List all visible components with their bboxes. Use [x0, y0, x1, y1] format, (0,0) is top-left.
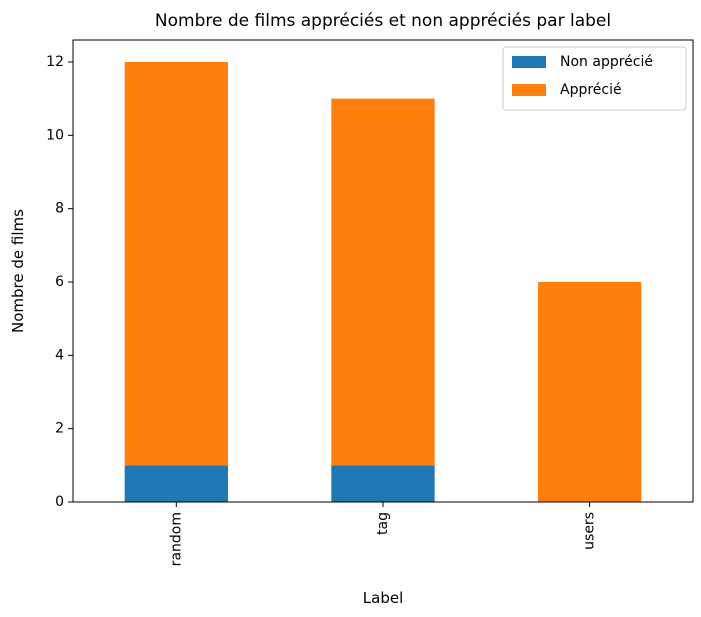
bars-layer [124, 62, 642, 502]
y-axis-label: Nombre de films [9, 209, 27, 333]
legend-frame [502, 46, 687, 111]
bar-tag-apprecie [331, 98, 435, 466]
bar-tag-non-apprecie [331, 465, 435, 502]
y-tick-label-10: 10 [46, 127, 64, 143]
bar-users-apprecie [538, 282, 642, 502]
x-tick-label-users: users [582, 512, 598, 550]
bar-random-apprecie [124, 62, 228, 466]
x-tick-label-random: random [168, 512, 184, 566]
legend: Non apprécié Apprécié [502, 46, 687, 111]
chart-title: Nombre de films appréciés et non appréci… [155, 11, 611, 31]
x-tick-label-tag: tag [375, 512, 391, 535]
legend-swatch-non-apprecie [512, 56, 546, 68]
y-tick-label-12: 12 [46, 54, 64, 70]
y-axis: 0 2 4 6 8 10 12 [46, 54, 73, 510]
y-tick-label-0: 0 [55, 494, 64, 510]
y-tick-label-2: 2 [55, 421, 64, 437]
y-tick-label-6: 6 [55, 274, 64, 290]
y-tick-label-8: 8 [55, 201, 64, 217]
bar-random-non-apprecie [124, 465, 228, 502]
x-axis-label: Label [363, 589, 403, 607]
x-axis: random tag users [168, 502, 598, 566]
y-tick-label-4: 4 [55, 347, 64, 363]
legend-label-apprecie: Apprécié [560, 82, 622, 98]
legend-swatch-apprecie [512, 84, 546, 96]
legend-label-non-apprecie: Non apprécié [560, 54, 653, 70]
